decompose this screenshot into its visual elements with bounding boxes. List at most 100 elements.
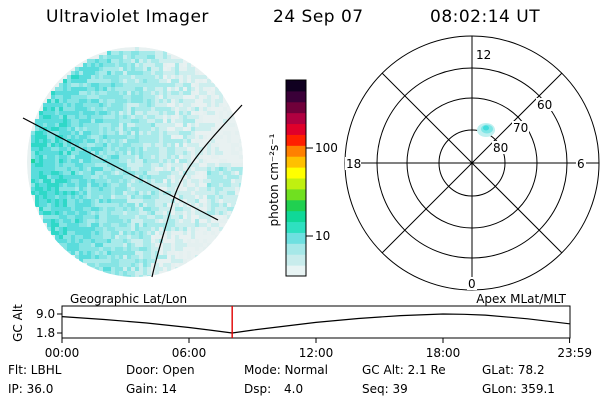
uv-pixel: [39, 191, 43, 195]
uv-pixel: [91, 111, 95, 115]
uv-pixel: [79, 231, 83, 235]
uv-pixel: [139, 227, 143, 231]
uv-pixel: [87, 251, 91, 255]
uv-pixel: [79, 95, 83, 99]
uv-pixel: [63, 187, 67, 191]
uv-pixel: [135, 91, 139, 95]
uv-pixel: [119, 183, 123, 187]
uv-pixel: [219, 195, 223, 199]
uv-pixel: [151, 67, 155, 71]
uv-pixel: [55, 195, 59, 199]
uv-pixel: [59, 227, 63, 231]
uv-pixel: [63, 107, 67, 111]
uv-pixel: [215, 171, 219, 175]
uv-pixel: [175, 131, 179, 135]
uv-pixel: [131, 199, 135, 203]
uv-pixel: [183, 111, 187, 115]
uv-pixel: [75, 147, 79, 151]
timeline-xtick-label: 23:59: [557, 346, 592, 360]
uv-pixel: [119, 139, 123, 143]
colorbar-swatch: [286, 199, 306, 212]
uv-pixel: [83, 75, 87, 79]
uv-pixel: [107, 83, 111, 87]
uv-pixel: [87, 95, 91, 99]
uv-pixel: [123, 51, 127, 55]
uv-pixel: [179, 151, 183, 155]
uv-pixel: [55, 155, 59, 159]
uv-pixel: [71, 191, 75, 195]
uv-pixel: [127, 99, 131, 103]
uv-pixel: [91, 135, 95, 139]
uv-pixel: [119, 259, 123, 263]
uv-pixel: [215, 195, 219, 199]
uv-pixel: [135, 83, 139, 87]
uv-pixel: [107, 123, 111, 127]
uv-pixel: [135, 163, 139, 167]
uv-pixel: [171, 147, 175, 151]
uv-pixel: [55, 87, 59, 91]
uv-pixel: [167, 187, 171, 191]
uv-pixel: [67, 211, 71, 215]
uv-pixel: [155, 199, 159, 203]
uv-pixel: [195, 75, 199, 79]
uv-pixel: [111, 139, 115, 143]
uv-pixel: [199, 191, 203, 195]
uv-pixel: [179, 83, 183, 87]
uv-pixel: [79, 219, 83, 223]
uv-pixel: [179, 63, 183, 67]
uv-pixel: [143, 107, 147, 111]
uv-pixel: [71, 247, 75, 251]
uv-pixel: [187, 227, 191, 231]
timeline-xtick-label: 00:00: [45, 346, 80, 360]
uv-pixel: [219, 111, 223, 115]
gain-info: Gain: 14: [126, 382, 177, 396]
uv-pixel: [47, 151, 51, 155]
uv-pixel: [107, 167, 111, 171]
uv-pixel: [171, 175, 175, 179]
uv-pixel: [115, 123, 119, 127]
uv-pixel: [211, 175, 215, 179]
uv-pixel: [151, 195, 155, 199]
uv-pixel: [31, 147, 35, 151]
uv-pixel: [163, 51, 167, 55]
uv-pixel: [131, 175, 135, 179]
uv-pixel: [71, 227, 75, 231]
uv-pixel: [103, 63, 107, 67]
uv-pixel: [83, 179, 87, 183]
uv-pixel: [135, 167, 139, 171]
uv-pixel: [107, 163, 111, 167]
uv-pixel: [95, 95, 99, 99]
uv-pixel: [159, 163, 163, 167]
uv-pixel: [187, 151, 191, 155]
uv-pixel: [107, 247, 111, 251]
uv-pixel: [71, 71, 75, 75]
uv-pixel: [159, 63, 163, 67]
uv-pixel: [143, 83, 147, 87]
uv-pixel: [239, 171, 243, 175]
uv-pixel: [79, 239, 83, 243]
uv-pixel: [167, 71, 171, 75]
uv-pixel: [39, 179, 43, 183]
uv-pixel: [55, 127, 59, 131]
uv-pixel: [139, 99, 143, 103]
uv-pixel: [183, 99, 187, 103]
uv-pixel: [139, 251, 143, 255]
uv-pixel: [55, 183, 59, 187]
uv-pixel: [71, 179, 75, 183]
uv-pixel: [215, 163, 219, 167]
uv-pixel: [215, 175, 219, 179]
uv-pixel: [151, 255, 155, 259]
uv-pixel: [163, 127, 167, 131]
uv-pixel: [163, 211, 167, 215]
uv-pixel: [79, 199, 83, 203]
uv-pixel: [83, 143, 87, 147]
uv-pixel: [131, 87, 135, 91]
uv-pixel: [91, 91, 95, 95]
uv-pixel: [59, 155, 63, 159]
uv-pixel: [75, 111, 79, 115]
uv-pixel: [55, 103, 59, 107]
uv-pixel: [159, 219, 163, 223]
uv-pixel: [111, 143, 115, 147]
uv-pixel: [35, 203, 39, 207]
uv-pixel: [151, 259, 155, 263]
